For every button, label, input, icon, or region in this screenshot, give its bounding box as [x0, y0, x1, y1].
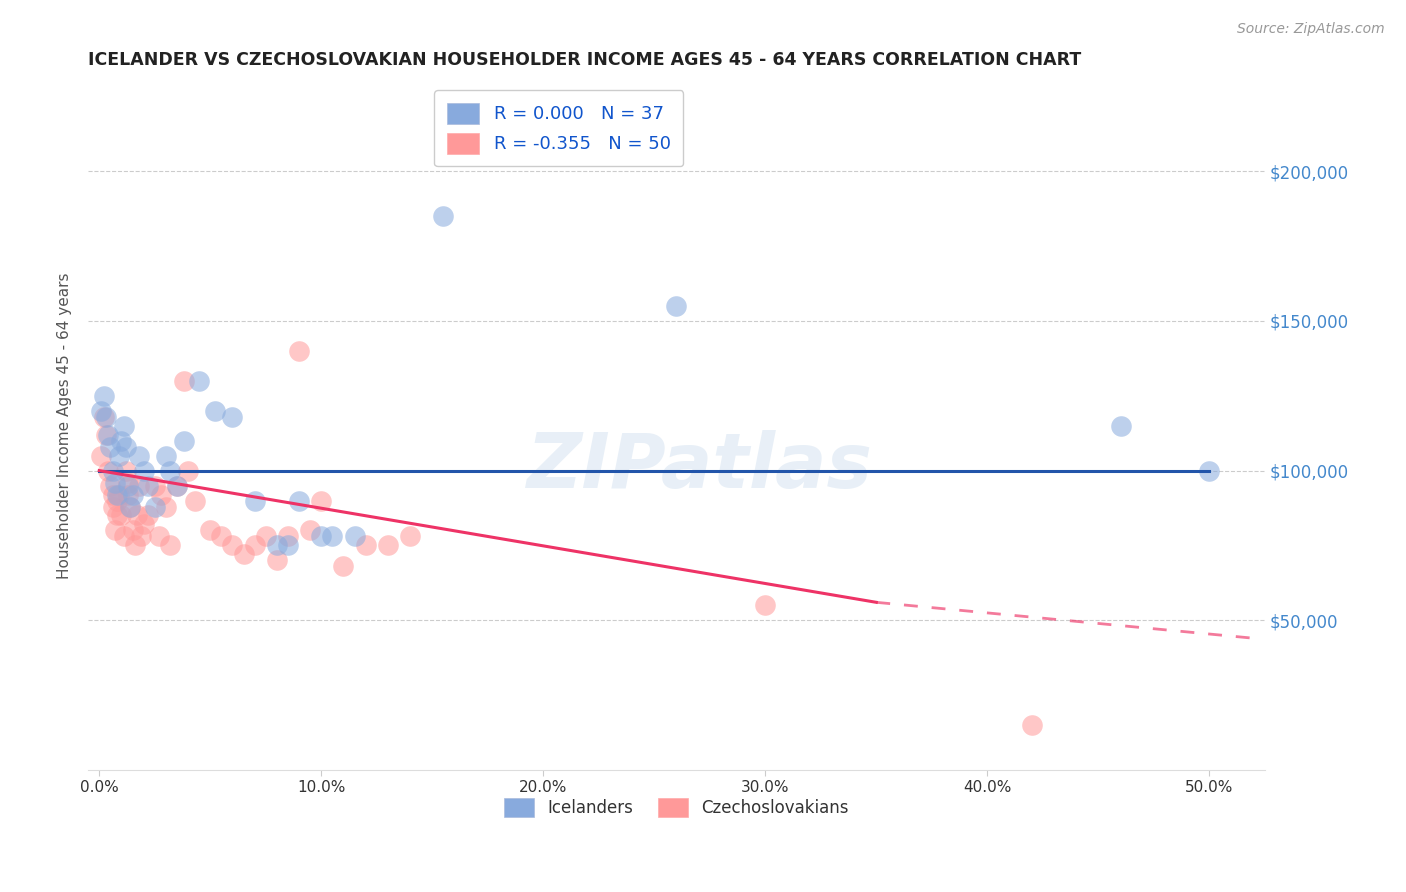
- Point: [354, 538, 377, 552]
- Point: [188, 374, 211, 388]
- Point: [110, 434, 132, 448]
- Point: [117, 475, 139, 490]
- Point: [112, 418, 135, 433]
- Point: [399, 529, 422, 543]
- Point: [243, 538, 266, 552]
- Point: [299, 524, 322, 538]
- Point: [124, 538, 146, 552]
- Point: [166, 478, 188, 492]
- Point: [120, 500, 142, 514]
- Point: [136, 508, 159, 523]
- Point: [221, 409, 243, 424]
- Point: [101, 464, 124, 478]
- Point: [277, 538, 299, 552]
- Point: [143, 478, 166, 492]
- Point: [93, 389, 115, 403]
- Point: [277, 529, 299, 543]
- Point: [288, 493, 311, 508]
- Point: [104, 524, 127, 538]
- Point: [132, 517, 155, 532]
- Point: [309, 529, 332, 543]
- Point: [112, 529, 135, 543]
- Point: [754, 599, 776, 613]
- Point: [377, 538, 399, 552]
- Point: [221, 538, 243, 552]
- Point: [97, 464, 120, 478]
- Point: [266, 553, 288, 567]
- Point: [321, 529, 343, 543]
- Point: [155, 500, 177, 514]
- Point: [105, 487, 128, 501]
- Point: [110, 508, 132, 523]
- Point: [209, 529, 232, 543]
- Point: [1198, 464, 1220, 478]
- Point: [94, 427, 117, 442]
- Point: [93, 409, 115, 424]
- Point: [90, 403, 112, 417]
- Point: [117, 478, 139, 492]
- Point: [136, 478, 159, 492]
- Point: [128, 478, 150, 492]
- Point: [101, 500, 124, 514]
- Point: [288, 343, 311, 358]
- Point: [343, 529, 366, 543]
- Point: [105, 508, 128, 523]
- Point: [1021, 718, 1043, 732]
- Point: [105, 493, 128, 508]
- Point: [243, 493, 266, 508]
- Point: [98, 478, 121, 492]
- Point: [131, 529, 153, 543]
- Point: [309, 493, 332, 508]
- Point: [121, 524, 143, 538]
- Point: [254, 529, 277, 543]
- Point: [432, 209, 454, 223]
- Point: [155, 449, 177, 463]
- Point: [332, 559, 354, 574]
- Point: [97, 427, 120, 442]
- Point: [183, 493, 205, 508]
- Point: [125, 508, 148, 523]
- Legend: Icelanders, Czechoslovakians: Icelanders, Czechoslovakians: [498, 791, 856, 823]
- Point: [173, 374, 195, 388]
- Point: [98, 440, 121, 454]
- Point: [94, 409, 117, 424]
- Point: [159, 464, 181, 478]
- Point: [132, 464, 155, 478]
- Text: ZIPatlas: ZIPatlas: [527, 430, 873, 504]
- Point: [128, 449, 150, 463]
- Point: [104, 475, 127, 490]
- Point: [108, 487, 131, 501]
- Y-axis label: Householder Income Ages 45 - 64 years: Householder Income Ages 45 - 64 years: [58, 272, 72, 579]
- Point: [101, 487, 124, 501]
- Text: Source: ZipAtlas.com: Source: ZipAtlas.com: [1237, 22, 1385, 37]
- Point: [177, 464, 200, 478]
- Point: [150, 487, 173, 501]
- Point: [120, 500, 142, 514]
- Point: [90, 449, 112, 463]
- Point: [665, 299, 688, 313]
- Point: [115, 464, 138, 478]
- Text: ICELANDER VS CZECHOSLOVAKIAN HOUSEHOLDER INCOME AGES 45 - 64 YEARS CORRELATION C: ICELANDER VS CZECHOSLOVAKIAN HOUSEHOLDER…: [89, 51, 1081, 69]
- Point: [115, 440, 138, 454]
- Point: [204, 403, 226, 417]
- Point: [232, 548, 254, 562]
- Point: [159, 538, 181, 552]
- Point: [143, 500, 166, 514]
- Point: [108, 449, 131, 463]
- Point: [1109, 418, 1132, 433]
- Point: [121, 487, 143, 501]
- Point: [173, 434, 195, 448]
- Point: [266, 538, 288, 552]
- Point: [166, 478, 188, 492]
- Point: [148, 529, 170, 543]
- Point: [117, 487, 139, 501]
- Point: [200, 524, 222, 538]
